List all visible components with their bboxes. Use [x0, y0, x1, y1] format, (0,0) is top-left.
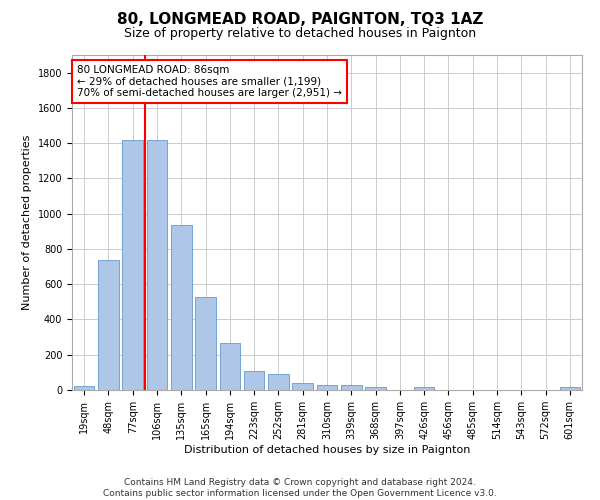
- Bar: [244, 372, 265, 390]
- Bar: [74, 386, 94, 390]
- Bar: [146, 140, 167, 390]
- Bar: [414, 387, 434, 390]
- Bar: [171, 225, 191, 390]
- Bar: [122, 140, 143, 390]
- Y-axis label: Number of detached properties: Number of detached properties: [22, 135, 32, 310]
- Text: Contains HM Land Registry data © Crown copyright and database right 2024.
Contai: Contains HM Land Registry data © Crown c…: [103, 478, 497, 498]
- Text: Size of property relative to detached houses in Paignton: Size of property relative to detached ho…: [124, 28, 476, 40]
- Text: 80, LONGMEAD ROAD, PAIGNTON, TQ3 1AZ: 80, LONGMEAD ROAD, PAIGNTON, TQ3 1AZ: [117, 12, 483, 28]
- Bar: [365, 388, 386, 390]
- Bar: [317, 385, 337, 390]
- Bar: [98, 260, 119, 390]
- Bar: [268, 374, 289, 390]
- X-axis label: Distribution of detached houses by size in Paignton: Distribution of detached houses by size …: [184, 445, 470, 455]
- Bar: [341, 385, 362, 390]
- Bar: [560, 387, 580, 390]
- Bar: [292, 383, 313, 390]
- Text: 80 LONGMEAD ROAD: 86sqm
← 29% of detached houses are smaller (1,199)
70% of semi: 80 LONGMEAD ROAD: 86sqm ← 29% of detache…: [77, 65, 342, 98]
- Bar: [195, 296, 216, 390]
- Bar: [220, 344, 240, 390]
